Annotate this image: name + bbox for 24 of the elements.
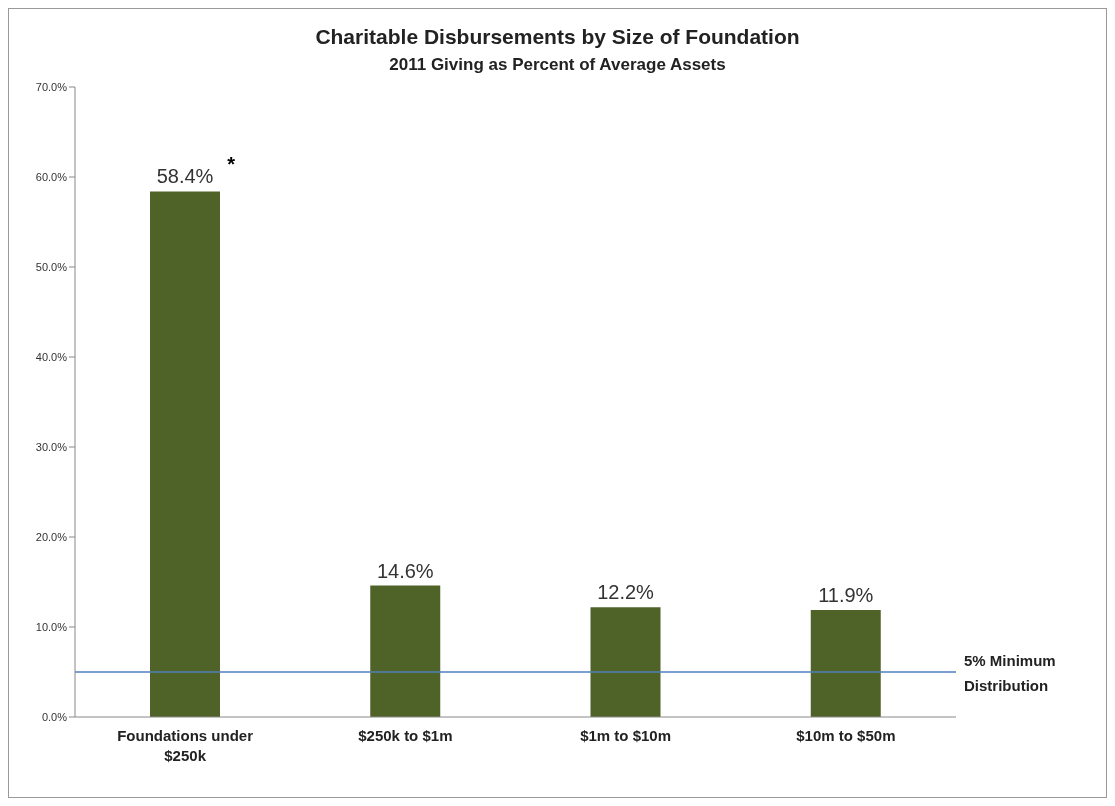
y-tick-label: 70.0% (35, 80, 68, 93)
y-tick-label: 10.0% (35, 620, 68, 633)
bar (150, 191, 220, 717)
ref-line-label: 5% Minimum Distribution (964, 652, 1056, 694)
bar (370, 585, 441, 717)
data-label: 58.4% (156, 165, 214, 188)
y-tick-label: 50.0% (35, 260, 68, 273)
bar (590, 607, 661, 717)
y-tick-label: 60.0% (35, 170, 68, 183)
annotation: * (227, 153, 236, 176)
x-tick-label: $250k to $1m (358, 727, 453, 744)
y-tick-label: 30.0% (35, 440, 68, 453)
data-label: 11.9% (818, 583, 874, 606)
y-tick-label: 0.0% (41, 710, 68, 723)
chart-subtitle: 2011 Giving as Percent of Average Assets (388, 55, 727, 75)
x-tick-label: $1m to $10m (580, 727, 672, 744)
data-label: 14.6% (376, 559, 434, 582)
data-label: 12.2% (597, 581, 655, 604)
bar (810, 609, 881, 717)
x-tick-label: $10m to $50m (796, 727, 896, 744)
y-tick-label: 20.0% (35, 530, 68, 543)
chart-title: Charitable Disbursements by Size of Foundation (314, 25, 801, 49)
y-tick-label: 40.0% (35, 350, 68, 363)
x-tick-label: Foundations under $250k (117, 727, 254, 764)
